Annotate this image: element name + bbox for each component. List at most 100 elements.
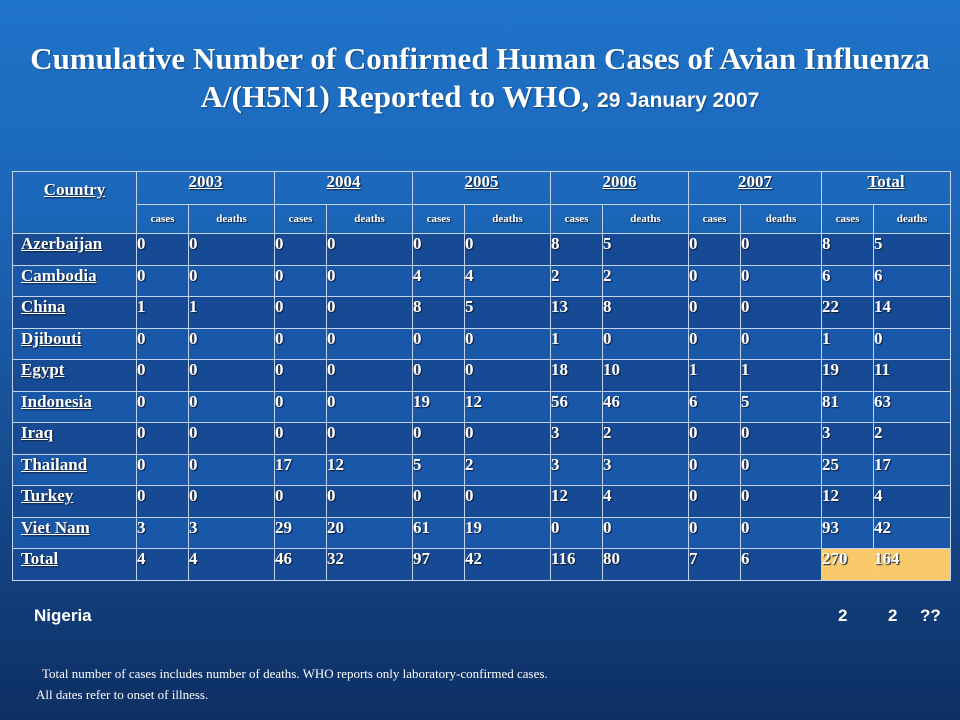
- value-cell: 19: [464, 516, 551, 549]
- value-cell: 5: [412, 453, 465, 486]
- value-cell: 42: [464, 548, 551, 581]
- value-cell: 32: [326, 548, 413, 581]
- value-cell: 0: [740, 485, 822, 518]
- country-cell: Indonesia: [12, 390, 137, 423]
- value-cell: 3: [602, 453, 689, 486]
- value-cell: 3: [550, 453, 603, 486]
- value-cell: 8: [412, 296, 465, 329]
- value-cell: 81: [821, 390, 874, 423]
- value-cell: 4: [412, 264, 465, 297]
- value-cell: 61: [412, 516, 465, 549]
- cases-subheader: cases: [821, 204, 874, 234]
- cases-subheader: cases: [550, 204, 603, 234]
- value-cell: 1: [188, 296, 275, 329]
- value-cell: 0: [412, 359, 465, 392]
- value-cell: 7: [688, 548, 741, 581]
- value-cell: 0: [274, 296, 327, 329]
- value-cell: 2: [602, 264, 689, 297]
- value-cell: 0: [136, 327, 189, 360]
- value-cell: 3: [136, 516, 189, 549]
- value-cell: 14: [872, 296, 952, 329]
- cases-subheader: cases: [136, 204, 189, 234]
- value-cell: 0: [274, 233, 327, 266]
- value-cell: 1: [550, 327, 603, 360]
- value-cell: 0: [688, 516, 741, 549]
- value-cell: 0: [412, 485, 465, 518]
- title-date: 29 January 2007: [597, 89, 760, 112]
- country-cell: Azerbaijan: [12, 233, 137, 266]
- value-cell: 6: [872, 264, 952, 297]
- nigeria-row: Nigeria 2 2 ??: [34, 606, 944, 630]
- country-cell: Turkey: [12, 485, 137, 518]
- deaths-subheader: deaths: [326, 204, 413, 234]
- value-cell: 1: [688, 359, 741, 392]
- value-cell: 17: [872, 453, 952, 486]
- value-cell: 13: [550, 296, 603, 329]
- footnote-cases: Total number of cases includes number of…: [42, 666, 548, 681]
- value-cell: 17: [274, 453, 327, 486]
- table-row: China 1 1 0 0 8 5 13 8 0 0 22 14: [12, 296, 952, 329]
- value-cell: 6: [740, 548, 822, 581]
- value-cell: 1: [821, 327, 874, 360]
- value-cell: 8: [602, 296, 689, 329]
- value-cell: 0: [464, 233, 551, 266]
- country-cell: Iraq: [12, 422, 137, 455]
- value-cell: 0: [740, 327, 822, 360]
- value-cell: 0: [412, 327, 465, 360]
- table-row: Turkey 0 0 0 0 0 0 12 4 0 0 12 4: [12, 485, 952, 518]
- value-cell: 0: [188, 327, 275, 360]
- deaths-subheader: deaths: [188, 204, 275, 234]
- value-cell: 22: [821, 296, 874, 329]
- value-cell: 8: [821, 233, 874, 266]
- value-cell: 0: [274, 359, 327, 392]
- value-cell: 5: [602, 233, 689, 266]
- value-cell: 18: [550, 359, 603, 392]
- value-cell: 4: [464, 264, 551, 297]
- value-cell: 12: [821, 485, 874, 518]
- value-cell: 0: [550, 516, 603, 549]
- value-cell: 0: [688, 422, 741, 455]
- value-cell: 3: [550, 422, 603, 455]
- value-cell: 0: [274, 264, 327, 297]
- value-cell: 8: [550, 233, 603, 266]
- deaths-subheader: deaths: [464, 204, 551, 234]
- table-row: Djibouti 0 0 0 0 0 0 1 0 0 0 1 0: [12, 327, 952, 360]
- value-cell: 0: [136, 359, 189, 392]
- value-cell: 6: [821, 264, 874, 297]
- value-cell: 10: [602, 359, 689, 392]
- value-cell: 0: [326, 233, 413, 266]
- value-cell: 97: [412, 548, 465, 581]
- value-cell: 0: [136, 264, 189, 297]
- value-cell: 0: [326, 327, 413, 360]
- value-cell: 80: [602, 548, 689, 581]
- value-cell: 0: [188, 359, 275, 392]
- value-cell: 0: [274, 390, 327, 423]
- nigeria-label: Nigeria: [34, 606, 92, 625]
- value-cell: 1: [136, 296, 189, 329]
- value-cell: 0: [188, 453, 275, 486]
- value-cell: 0: [464, 422, 551, 455]
- value-cell: 0: [274, 327, 327, 360]
- value-cell: 0: [412, 422, 465, 455]
- value-cell: 3: [821, 422, 874, 455]
- value-cell: 11: [872, 359, 952, 392]
- year-header-2004: 2004: [274, 171, 413, 205]
- value-cell: 29: [274, 516, 327, 549]
- value-cell: 5: [872, 233, 952, 266]
- value-cell: 0: [688, 327, 741, 360]
- value-cell: 1: [740, 359, 822, 392]
- country-cell: Djibouti: [12, 327, 137, 360]
- value-cell: 0: [740, 233, 822, 266]
- value-cell: 93: [821, 516, 874, 549]
- value-cell: 0: [464, 359, 551, 392]
- value-cell: 0: [136, 453, 189, 486]
- value-cell: 0: [274, 485, 327, 518]
- value-cell: 2: [602, 422, 689, 455]
- value-cell: 0: [412, 233, 465, 266]
- deaths-subheader: deaths: [872, 204, 952, 234]
- value-cell: 0: [136, 390, 189, 423]
- value-cell: 0: [872, 327, 952, 360]
- value-cell: 0: [188, 233, 275, 266]
- table-row: Total 4 4 46 32 97 42 116 80 7 6 270 164: [12, 548, 952, 581]
- cases-subheader: cases: [412, 204, 465, 234]
